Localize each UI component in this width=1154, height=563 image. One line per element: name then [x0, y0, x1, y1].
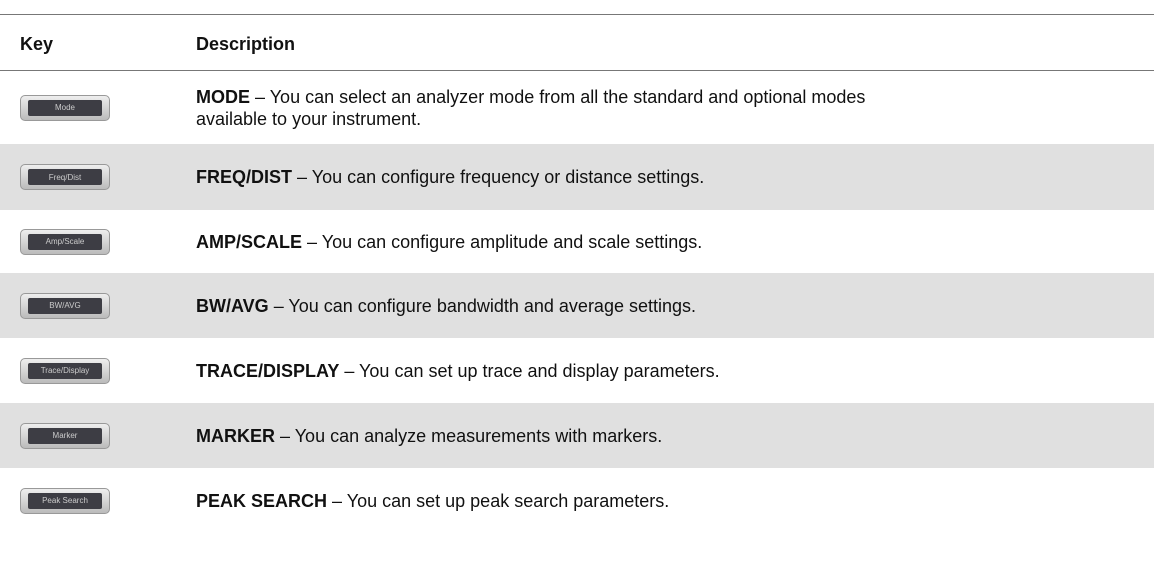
- key-name: TRACE/DISPLAY: [196, 360, 340, 381]
- description: MARKER – You can analyze measurements wi…: [196, 425, 916, 447]
- description: PEAK SEARCH – You can set up peak search…: [196, 490, 916, 512]
- key-button: Marker: [20, 422, 110, 449]
- key-name: AMP/SCALE: [196, 231, 303, 252]
- key-button: Mode: [20, 94, 110, 121]
- description: TRACE/DISPLAY – You can set up trace and…: [196, 360, 916, 382]
- key-button: Trace/Display: [20, 357, 110, 384]
- table-row: Trace/Display TRACE/DISPLAY – You can set…: [0, 338, 1154, 403]
- key-text: – You can configure bandwidth and averag…: [273, 295, 697, 316]
- key-button: BW/AVG: [20, 292, 110, 319]
- description: MODE – You can select an analyzer mode f…: [196, 86, 916, 130]
- table-body: Mode MODE – You can select an analyzer mo…: [0, 71, 1154, 533]
- description: FREQ/DIST – You can configure frequency …: [196, 166, 916, 188]
- description: AMP/SCALE – You can configure amplitude …: [196, 231, 916, 253]
- table-row: Peak Search PEAK SEARCH – You can set up …: [0, 468, 1154, 533]
- key-name: MODE: [196, 86, 250, 107]
- header-cell: Description: [196, 34, 296, 54]
- header-cell: Key: [20, 34, 54, 54]
- key-button: Peak Search: [20, 487, 110, 514]
- key-label: Peak Search: [28, 492, 102, 509]
- key-text: – You can set up peak search parameters.: [332, 490, 670, 511]
- key-button: Freq/Dist: [20, 164, 110, 190]
- key-name: FREQ/DIST: [196, 167, 293, 187]
- key-table: Key Description Mode MODE – You can selec…: [0, 14, 1154, 533]
- key-name: BW/AVG: [196, 295, 269, 316]
- key-text: – You can configure frequency or distanc…: [297, 167, 705, 187]
- key-label: BW/AVG: [28, 297, 102, 314]
- key-name: MARKER: [196, 425, 275, 446]
- key-text: – You can set up trace and display param…: [344, 360, 720, 381]
- key-label: Freq/Dist: [28, 169, 102, 185]
- description: BW/AVG – You can configure bandwidth and…: [196, 295, 916, 317]
- table-row: Marker MARKER – You can analyze measureme…: [0, 403, 1154, 468]
- key-button: Amp/Scale: [20, 228, 110, 255]
- key-text: – You can configure amplitude and scale …: [307, 231, 703, 252]
- key-label: Trace/Display: [28, 362, 102, 379]
- key-name: PEAK SEARCH: [196, 490, 328, 511]
- table-row: Amp/Scale AMP/SCALE – You can configure a…: [0, 210, 1154, 273]
- table-row: BW/AVG BW/AVG – You can configure bandwid…: [0, 273, 1154, 338]
- header-row: Key Description: [0, 15, 1154, 71]
- table-row: Mode MODE – You can select an analyzer mo…: [0, 71, 1154, 144]
- key-text: – You can analyze measurements with mark…: [280, 425, 663, 446]
- key-label: Amp/Scale: [28, 233, 102, 250]
- key-text: – You can select an analyzer mode from a…: [196, 86, 866, 129]
- table-row: Freq/Dist FREQ/DIST – You can configure f…: [0, 144, 1154, 210]
- key-label: Mode: [28, 99, 102, 116]
- key-label: Marker: [28, 427, 102, 444]
